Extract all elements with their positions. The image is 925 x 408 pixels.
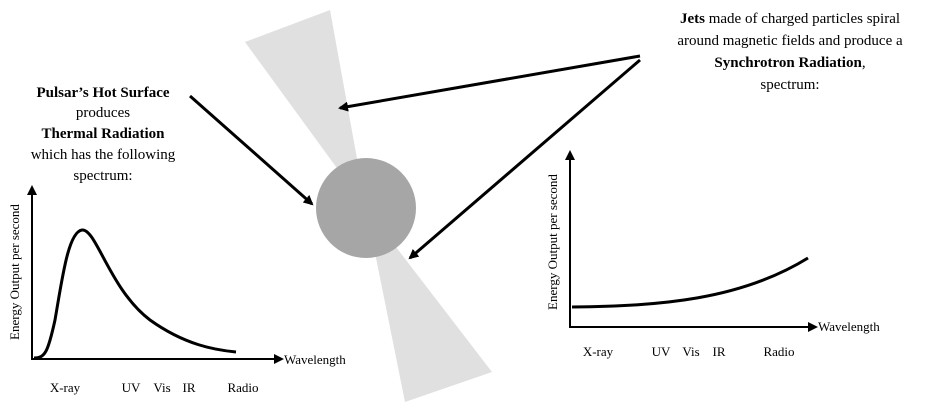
text-line: spectrum: (73, 168, 132, 184)
tick-label: Radio (227, 380, 258, 395)
jet-top (245, 10, 366, 208)
y-label: Energy Output per second (545, 174, 560, 310)
tick-label: UV (122, 380, 141, 395)
x-label: Wavelength (818, 319, 880, 334)
left-chart: Wavelength Energy Output per second X-ra… (7, 185, 346, 395)
text-line: which has the following (31, 147, 176, 163)
arrow (338, 54, 641, 112)
jet-bottom (366, 208, 492, 402)
right-chart: Wavelength Energy Output per second X-ra… (545, 150, 880, 359)
bold: Synchrotron Radiation (714, 55, 862, 71)
y-label: Energy Output per second (7, 204, 22, 340)
text: made of charged particles spiral (705, 11, 900, 27)
text-line: Pulsar’s Hot Surface (36, 85, 169, 101)
tick-label: Vis (153, 380, 170, 395)
pulsar (316, 158, 416, 258)
left-text: Pulsar’s Hot Surface produces Thermal Ra… (31, 85, 176, 184)
x-label: Wavelength (284, 352, 346, 367)
arrow (408, 58, 641, 260)
arrow (189, 94, 314, 206)
tick-label: Radio (763, 344, 794, 359)
tick-label: IR (183, 380, 196, 395)
tick-label: X-ray (583, 344, 614, 359)
tick-label: Vis (682, 344, 699, 359)
text-line: Jets made of charged particles spiral (680, 11, 900, 27)
tick-label: IR (713, 344, 726, 359)
text-line: Thermal Radiation (42, 126, 166, 142)
text-line: Synchrotron Radiation, (714, 55, 865, 71)
text: , (862, 55, 866, 71)
text-line: around magnetic fields and produce a (677, 33, 903, 49)
bold: Jets (680, 11, 705, 27)
tick-label: X-ray (50, 380, 81, 395)
text-line: spectrum: (760, 77, 819, 93)
right-text: Jets made of charged particles spiral ar… (677, 11, 903, 93)
curve (571, 256, 809, 309)
tick-label: UV (652, 344, 671, 359)
curve (33, 228, 237, 360)
text-line: produces (76, 105, 130, 121)
